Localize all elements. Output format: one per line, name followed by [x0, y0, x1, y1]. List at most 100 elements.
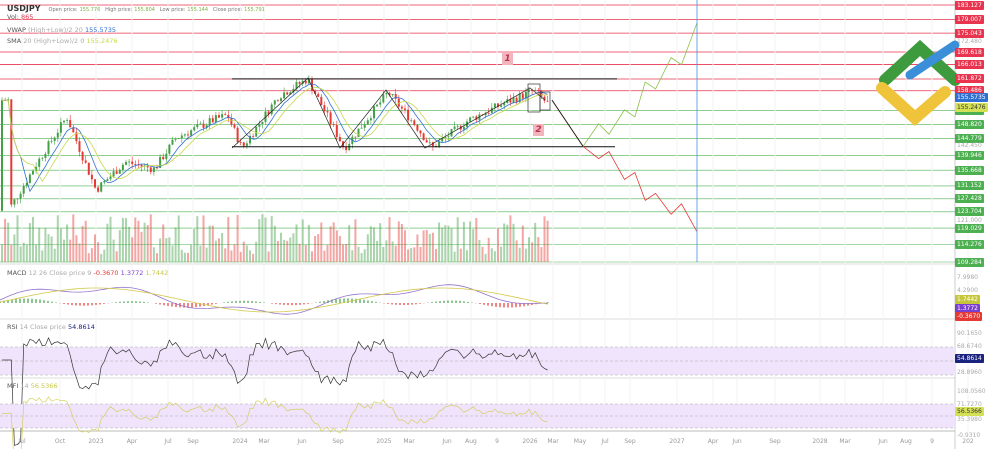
- volume-bar: [410, 248, 413, 262]
- volume-bar: [165, 238, 168, 262]
- candle-body: [428, 142, 431, 144]
- candle-body: [382, 94, 385, 103]
- volume-bar: [94, 234, 96, 262]
- volume-bar: [450, 228, 453, 262]
- logo-blue-bar: [905, 40, 960, 80]
- candle-body: [345, 146, 348, 151]
- time-tick-label: Sep: [769, 438, 781, 445]
- macd-line-tag: 1.3772: [955, 303, 980, 313]
- candle-body: [295, 82, 298, 89]
- candle-body: [332, 124, 335, 126]
- volume-bar: [472, 229, 475, 262]
- volume-bar: [481, 246, 484, 262]
- candle-body: [314, 90, 317, 94]
- resistance-price-tag: 169.618: [955, 47, 984, 57]
- volume-bar: [118, 229, 121, 262]
- candle-body: [208, 118, 211, 126]
- candle-body: [472, 116, 475, 118]
- vwap-legend[interactable]: VWAP (High+Low)/2 20 155.5735: [7, 26, 116, 34]
- volume-bar: [7, 222, 10, 262]
- volume-bar: [258, 219, 261, 262]
- volume-bar: [416, 234, 419, 262]
- volume-bar: [469, 221, 472, 262]
- candle-body: [503, 103, 506, 106]
- volume-bar: [338, 236, 341, 262]
- candle-body: [69, 120, 72, 128]
- candle-body: [239, 142, 242, 143]
- candle-body: [252, 135, 255, 137]
- volume-bar: [369, 226, 372, 262]
- candle-body: [28, 174, 31, 183]
- candle-body: [413, 120, 416, 126]
- candle-body: [174, 138, 177, 140]
- volume-bar: [351, 250, 354, 262]
- candle-body: [537, 90, 540, 92]
- volume-bar: [357, 246, 360, 262]
- price-grid-label: 142.450: [957, 142, 982, 150]
- time-tick-label: Jul: [164, 438, 172, 445]
- macd-tick: 7.9980: [957, 273, 978, 281]
- candle-body: [469, 117, 472, 122]
- time-tick-label: 2028: [812, 438, 828, 445]
- candle-body: [515, 97, 518, 103]
- volume-bar: [56, 215, 59, 262]
- volume-bar: [295, 224, 298, 262]
- volume-bar: [407, 249, 410, 262]
- time-tick-label: Mar: [839, 438, 851, 445]
- candle-body: [44, 153, 47, 158]
- bullish-projection: [551, 22, 698, 148]
- candle-body: [165, 153, 168, 160]
- candle-body: [388, 92, 391, 96]
- volume-bar: [493, 251, 496, 262]
- candle-body: [13, 199, 16, 205]
- volume-legend: Vol: 865: [7, 13, 34, 21]
- candle-body: [354, 136, 357, 138]
- candle-body: [456, 125, 459, 127]
- resistance-price-tag: 166.013: [955, 60, 984, 70]
- candle-body: [115, 171, 118, 174]
- candle-body: [121, 164, 124, 170]
- candle-body: [475, 116, 478, 120]
- volume-bar: [199, 245, 202, 262]
- time-tick-label: Jun: [297, 438, 307, 445]
- candle-body: [531, 89, 534, 91]
- rsi-tick: 90.1650: [957, 329, 982, 337]
- rsi-legend[interactable]: RSI 14 Close price 54.8614: [7, 323, 95, 331]
- volume-bar: [100, 253, 103, 262]
- volume-bar: [84, 220, 87, 262]
- candle-body: [112, 171, 115, 177]
- candle-body: [168, 144, 171, 154]
- volume-bar: [97, 242, 100, 262]
- time-tick-label: Mar: [258, 438, 270, 445]
- candle-body: [32, 171, 34, 175]
- candle-body: [211, 118, 214, 123]
- candle-body: [335, 125, 338, 137]
- volume-bar: [503, 223, 506, 262]
- resistance-price-tag: 158.486: [955, 86, 984, 96]
- mfi-legend[interactable]: MFI 14 56.5366: [7, 382, 58, 390]
- candle-body: [84, 160, 87, 163]
- volume-bar: [264, 217, 267, 262]
- volume-bar: [276, 240, 279, 262]
- volume-bar: [47, 234, 50, 262]
- mfi-line: [1, 396, 548, 449]
- volume-bar: [13, 234, 16, 262]
- volume-bar: [500, 246, 503, 262]
- candle-body: [509, 99, 512, 103]
- macd-legend[interactable]: MACD 12 26 Close price 9 -0.3670 1.3772 …: [7, 269, 169, 277]
- candle-body: [193, 127, 196, 131]
- volume-bar: [373, 227, 375, 262]
- candle-body: [512, 97, 515, 103]
- sma-line: [1, 86, 548, 183]
- volume-bar: [298, 243, 301, 262]
- candle-body: [118, 169, 121, 174]
- breakout-line: [551, 99, 584, 147]
- time-tick-label: Apr: [707, 438, 719, 445]
- volume-bar: [239, 251, 242, 262]
- candle-body: [394, 94, 397, 99]
- sma-legend[interactable]: SMA 20 (High+Low)/2 0 155.2476: [7, 37, 118, 45]
- volume-bar: [134, 217, 137, 262]
- volume-bar: [137, 220, 140, 262]
- candle-body: [41, 157, 44, 159]
